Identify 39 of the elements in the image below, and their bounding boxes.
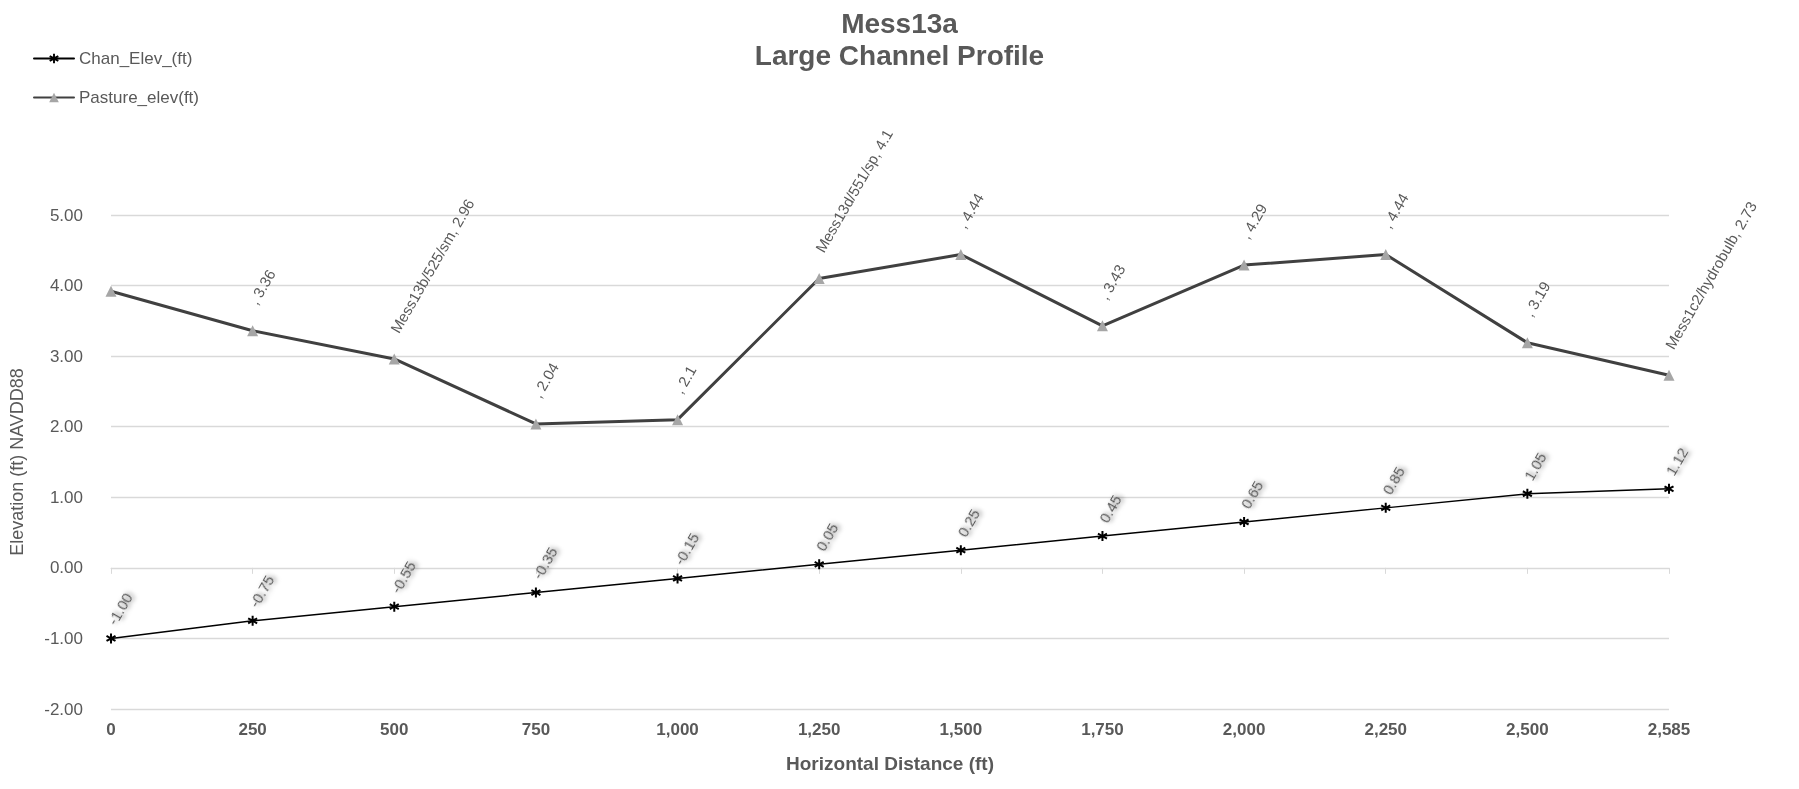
x-tick-label: 750: [521, 720, 551, 739]
y-tick-label: 1.00: [49, 487, 83, 507]
point: [1097, 531, 1108, 542]
point: [389, 601, 400, 612]
x-tick-label: 1,250: [797, 720, 841, 739]
x-tick-label: 2,585: [1647, 720, 1691, 739]
point: [1522, 488, 1533, 499]
x-tick-label: 2,000: [1222, 720, 1266, 739]
legend-label: Chan_Elev_(ft): [79, 49, 193, 68]
x-tick-label: 1,500: [939, 720, 983, 739]
x-tick-label: 1,750: [1081, 720, 1124, 739]
x-tick-label: 1,000: [656, 720, 699, 739]
y-tick-label: 2.00: [49, 417, 83, 437]
y-tick-label: 5.00: [49, 205, 83, 225]
chart-subtitle: Large Channel Profile: [754, 39, 1045, 71]
y-tick-label: 3.00: [49, 346, 83, 366]
y-tick-label: -2.00: [44, 699, 83, 719]
point: [814, 559, 825, 570]
chart-title: Mess13a: [841, 7, 959, 39]
x-tick-label: 2,250: [1364, 720, 1407, 739]
point: [106, 633, 116, 644]
point: [247, 615, 258, 626]
point: [955, 545, 966, 556]
y-axis-title: Elevation (ft) NAVDD88: [7, 368, 27, 556]
y-tick-label: 4.00: [49, 276, 83, 296]
point: [672, 573, 683, 584]
x-tick-label: 0: [106, 720, 116, 739]
point: [1664, 483, 1674, 494]
y-tick-label: 0.00: [49, 558, 83, 578]
x-tick-label: 250: [238, 720, 267, 739]
x-tick-label: 2,500: [1506, 720, 1549, 739]
point: [530, 587, 541, 598]
point: [1380, 502, 1391, 513]
point: [1239, 516, 1250, 527]
x-tick-label: 500: [380, 720, 409, 739]
x-axis-title: Horizontal Distance (ft): [786, 753, 994, 774]
y-tick-label: -1.00: [44, 628, 83, 648]
legend-label: Pasture_elev(ft): [79, 88, 199, 107]
data-label: , 2.1: [670, 362, 700, 397]
